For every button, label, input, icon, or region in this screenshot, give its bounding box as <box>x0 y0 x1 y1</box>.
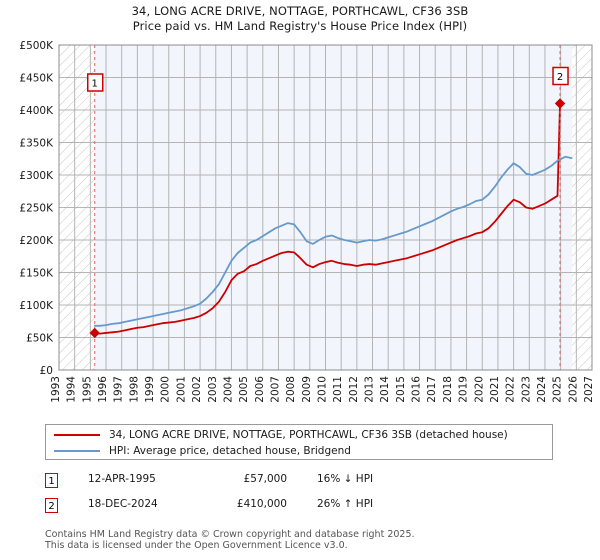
svg-text:2019: 2019 <box>458 376 470 403</box>
txn-price-2: £410,000 <box>236 498 287 510</box>
svg-text:1: 1 <box>92 79 98 90</box>
svg-text:£50K: £50K <box>26 333 54 345</box>
svg-text:2003: 2003 <box>207 376 219 403</box>
chart-legend: 34, LONG ACRE DRIVE, NOTTAGE, PORTHCAWL,… <box>45 424 553 460</box>
event-markers: 12 <box>86 45 569 370</box>
svg-text:1996: 1996 <box>97 376 109 403</box>
txn-date-1: 12-APR-1995 <box>88 473 156 485</box>
svg-text:2005: 2005 <box>238 376 250 403</box>
legend-swatch-property <box>54 434 100 436</box>
svg-text:2022: 2022 <box>505 376 517 403</box>
svg-text:2008: 2008 <box>285 376 297 403</box>
svg-text:2001: 2001 <box>175 376 187 403</box>
svg-text:1993: 1993 <box>50 376 62 403</box>
svg-text:2012: 2012 <box>348 376 360 403</box>
svg-text:1998: 1998 <box>128 376 140 403</box>
svg-text:2016: 2016 <box>411 376 423 403</box>
legend-swatch-hpi <box>54 450 100 452</box>
plot-border <box>58 44 593 371</box>
svg-text:£300K: £300K <box>19 170 54 182</box>
legend-label-hpi: HPI: Average price, detached house, Brid… <box>109 445 351 457</box>
footer-line-2: This data is licensed under the Open Gov… <box>45 540 348 551</box>
table-row[interactable]: 1 12-APR-1995 £57,000 16% ↓ HPI <box>45 470 545 495</box>
price-history-chart: £0 £50K £100K £150K £200K £250K £300K £350K £400… <box>0 36 600 416</box>
svg-text:2025: 2025 <box>552 376 564 403</box>
svg-text:2009: 2009 <box>301 376 313 403</box>
svg-text:2027: 2027 <box>583 376 595 403</box>
title-line-1: 34, LONG ACRE DRIVE, NOTTAGE, PORTHCAWL,… <box>131 4 469 18</box>
svg-text:£500K: £500K <box>19 40 54 52</box>
svg-text:2021: 2021 <box>489 376 501 403</box>
svg-text:2020: 2020 <box>473 376 485 403</box>
svg-text:£100K: £100K <box>19 300 54 312</box>
svg-text:£0: £0 <box>40 365 53 377</box>
legend-entry-hpi: HPI: Average price, detached house, Brid… <box>54 443 351 459</box>
y-axis-labels: £0 £50K £100K £150K £200K £250K £300K £350K £400… <box>19 40 54 377</box>
svg-text:£200K: £200K <box>19 235 54 247</box>
svg-text:2023: 2023 <box>520 376 532 403</box>
transactions-table: 1 12-APR-1995 £57,000 16% ↓ HPI 2 18-DEC… <box>45 470 545 520</box>
table-row[interactable]: 2 18-DEC-2024 £410,000 26% ↑ HPI <box>45 495 545 520</box>
svg-text:2: 2 <box>557 72 563 83</box>
svg-text:2015: 2015 <box>395 376 407 403</box>
svg-text:2014: 2014 <box>379 376 391 403</box>
svg-text:1997: 1997 <box>113 376 125 403</box>
svg-text:£250K: £250K <box>19 203 54 215</box>
title-line-2: Price paid vs. HM Land Registry's House … <box>132 19 468 33</box>
svg-text:2017: 2017 <box>426 376 438 403</box>
legend-label-property: 34, LONG ACRE DRIVE, NOTTAGE, PORTHCAWL,… <box>109 429 508 441</box>
svg-text:£350K: £350K <box>19 138 54 150</box>
svg-text:2011: 2011 <box>332 376 344 403</box>
copyright-footer: Contains HM Land Registry data © Crown c… <box>45 529 585 551</box>
legend-entry-property: 34, LONG ACRE DRIVE, NOTTAGE, PORTHCAWL,… <box>54 427 508 443</box>
svg-text:£450K: £450K <box>19 73 54 85</box>
data-series <box>93 102 573 335</box>
svg-text:2024: 2024 <box>536 376 548 403</box>
txn-delta-2: 26% ↑ HPI <box>317 498 374 510</box>
svg-text:2010: 2010 <box>317 376 329 403</box>
svg-text:1995: 1995 <box>81 376 93 403</box>
svg-text:2026: 2026 <box>567 376 579 403</box>
grid-lines <box>58 44 593 371</box>
page-title: 34, LONG ACRE DRIVE, NOTTAGE, PORTHCAWL,… <box>0 4 600 34</box>
x-axis-labels: 1993 1994 1995 1996 1997 1998 1999 2000 2001 2002… <box>50 376 595 403</box>
txn-price-1: £57,000 <box>243 473 287 485</box>
svg-text:2002: 2002 <box>191 376 203 403</box>
svg-text:2004: 2004 <box>222 376 234 403</box>
footer-line-1: Contains HM Land Registry data © Crown c… <box>45 529 415 540</box>
chart-canvas: £0 £50K £100K £150K £200K £250K £300K £350K £400… <box>19 40 595 403</box>
svg-text:£150K: £150K <box>19 268 54 280</box>
svg-text:2007: 2007 <box>269 376 281 403</box>
svg-text:2006: 2006 <box>254 376 266 403</box>
txn-delta-1: 16% ↓ HPI <box>317 473 374 485</box>
svg-text:1999: 1999 <box>144 376 156 403</box>
svg-text:2018: 2018 <box>442 376 454 403</box>
txn-date-2: 18-DEC-2024 <box>88 498 158 510</box>
txn-badge-2: 2 <box>45 498 58 513</box>
svg-text:2000: 2000 <box>160 376 172 403</box>
svg-text:1994: 1994 <box>66 376 78 403</box>
txn-badge-1: 1 <box>45 473 58 488</box>
svg-text:£400K: £400K <box>19 105 54 117</box>
svg-text:2013: 2013 <box>364 376 376 403</box>
